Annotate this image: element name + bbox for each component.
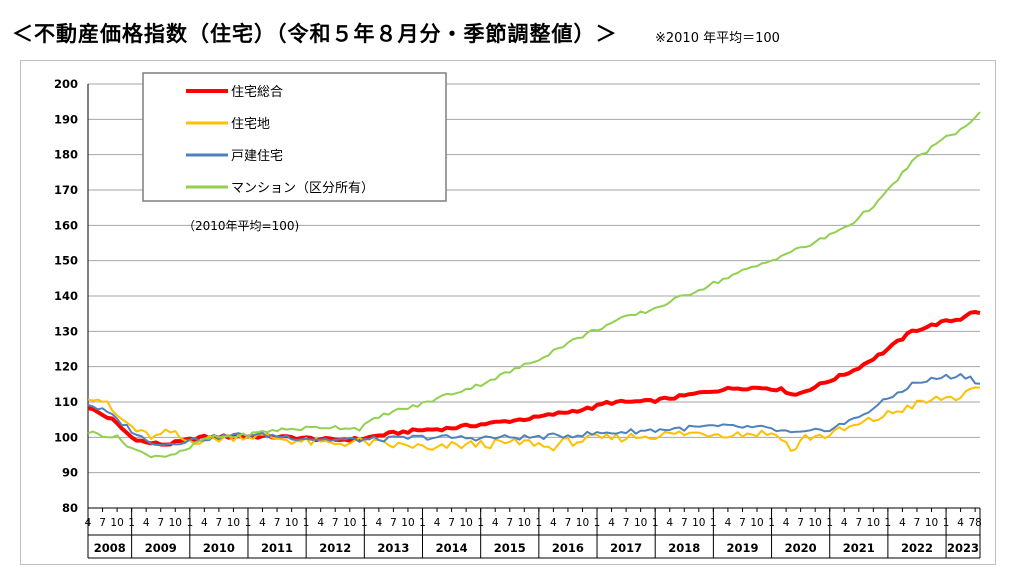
- x-month-label: 4: [317, 517, 324, 529]
- y-axis: 80 90 100 110 120 130 140 150 160 170 180 190 200: [54, 77, 89, 515]
- y-tick-label: 180: [54, 148, 78, 162]
- x-month-label: 4: [841, 517, 848, 529]
- x-year-label: 2014: [436, 541, 468, 555]
- x-year-label: 2022: [901, 541, 933, 555]
- x-month-label: 7: [448, 517, 455, 529]
- x-year-label: 2013: [377, 541, 409, 555]
- x-month-label: 7: [797, 517, 804, 529]
- x-year-label: 2017: [610, 541, 642, 555]
- y-tick-label: 140: [54, 289, 78, 303]
- x-month-label: 4: [899, 517, 906, 529]
- x-month-label: 10: [343, 517, 356, 529]
- y-tick-label: 90: [62, 466, 78, 480]
- x-month-label: 10: [110, 517, 123, 529]
- x-month-label: 4: [725, 517, 732, 529]
- x-month-label: 7: [681, 517, 688, 529]
- x-year-label: 2023: [947, 541, 979, 555]
- x-month-label: 4: [957, 517, 964, 529]
- y-tick-label: 200: [54, 77, 78, 91]
- series-line-3: [87, 111, 981, 459]
- y-tick-label: 100: [54, 430, 78, 444]
- x-month-label: 4: [608, 517, 615, 529]
- legend-label: 住宅総合: [231, 85, 283, 100]
- y-tick-label: 150: [54, 254, 78, 268]
- x-month-label: 10: [169, 517, 182, 529]
- x-month-label: 4: [201, 517, 208, 529]
- x-year-label: 2008: [94, 541, 126, 555]
- x-month-label: 7: [565, 517, 572, 529]
- y-tick-label: 130: [54, 324, 78, 338]
- x-year-label: 2021: [843, 541, 875, 555]
- x-month-label: 78: [968, 517, 981, 529]
- x-month-label: 10: [518, 517, 531, 529]
- y-tick-label: 110: [54, 395, 78, 409]
- x-month-label: 10: [576, 517, 589, 529]
- x-month-label: 7: [739, 517, 746, 529]
- page-subtitle: ※2010 年平均＝100: [655, 31, 780, 46]
- legend-label: 戸建住宅: [231, 149, 283, 164]
- x-year-label: 2019: [726, 541, 758, 555]
- x-year-label: 2018: [668, 541, 700, 555]
- x-month-label: 4: [259, 517, 266, 529]
- x-year-label: 2020: [785, 541, 817, 555]
- x-year-label: 2012: [319, 541, 351, 555]
- x-year-label: 2016: [552, 541, 584, 555]
- page-title: ＜不動産価格指数（住宅）（令和５年８月分・季節調整値）＞: [12, 22, 618, 46]
- legend-label: 住宅地: [231, 117, 270, 132]
- x-month-label: 7: [390, 517, 397, 529]
- series-lines: [87, 111, 981, 459]
- base-annotation: （2010年平均=100): [183, 219, 299, 233]
- x-month-label: 10: [401, 517, 414, 529]
- x-month-label: 4: [783, 517, 790, 529]
- x-month-label: 10: [285, 517, 298, 529]
- x-month-label: 4: [143, 517, 150, 529]
- y-tick-label: 160: [54, 218, 78, 232]
- x-month-label: 7: [623, 517, 630, 529]
- y-tick-label: 190: [54, 112, 78, 126]
- series-line-2: [87, 373, 981, 447]
- y-tick-label: 80: [62, 501, 78, 515]
- x-month-label: 10: [867, 517, 880, 529]
- chart-frame: [20, 60, 996, 565]
- series-line-0: [87, 310, 981, 447]
- x-axis: 4710147101471014710147101471014710147101…: [85, 508, 982, 559]
- x-month-label: 7: [157, 517, 164, 529]
- x-month-label: 4: [666, 517, 673, 529]
- x-month-label: 7: [274, 517, 281, 529]
- legend-label: マンション（区分所有）: [231, 181, 374, 196]
- x-year-label: 2011: [261, 541, 293, 555]
- x-month-label: 10: [459, 517, 472, 529]
- x-month-label: 4: [434, 517, 441, 529]
- x-month-label: 10: [808, 517, 821, 529]
- x-month-label: 7: [99, 517, 106, 529]
- x-month-label: 10: [925, 517, 938, 529]
- legend-box: [142, 72, 447, 202]
- x-year-label: 2009: [145, 541, 177, 555]
- x-month-label: 10: [692, 517, 705, 529]
- x-month-label: 10: [227, 517, 240, 529]
- x-month-label: 4: [492, 517, 499, 529]
- x-month-label: 7: [216, 517, 223, 529]
- x-month-label: 7: [855, 517, 862, 529]
- y-tick-label: 170: [54, 183, 78, 197]
- x-year-label: 2010: [203, 541, 235, 555]
- series-line-1: [87, 386, 981, 452]
- x-year-label: 2015: [494, 541, 526, 555]
- x-month-label: 10: [750, 517, 763, 529]
- x-month-label: 7: [506, 517, 513, 529]
- x-month-label: 4: [376, 517, 383, 529]
- x-month-label: 4: [550, 517, 557, 529]
- x-month-label: 7: [332, 517, 339, 529]
- x-month-label: 10: [634, 517, 647, 529]
- x-month-label: 7: [914, 517, 921, 529]
- y-tick-label: 120: [54, 360, 78, 374]
